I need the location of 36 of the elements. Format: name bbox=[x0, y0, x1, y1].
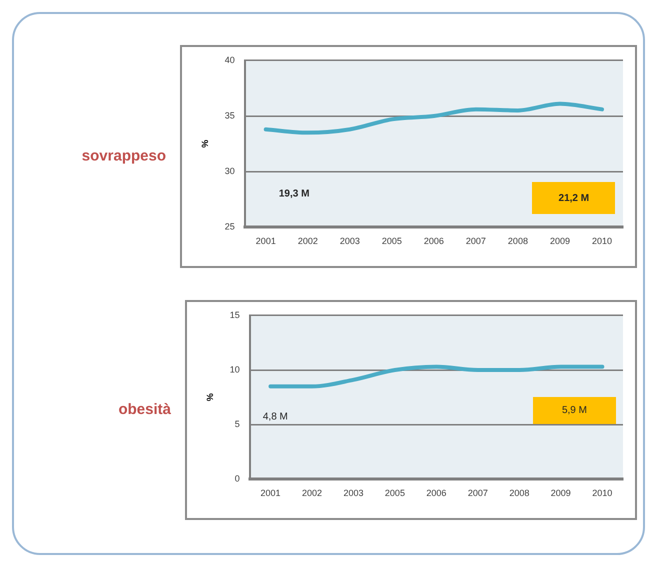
y-tick-label: 30 bbox=[224, 166, 235, 176]
y-tick-label: 25 bbox=[224, 222, 235, 232]
x-tick-label: 2005 bbox=[384, 488, 405, 498]
line-series bbox=[264, 102, 604, 135]
y-tick-label: 5 bbox=[234, 419, 240, 430]
x-tick-label: 2008 bbox=[508, 236, 528, 246]
line-series bbox=[268, 364, 604, 388]
x-tick-label: 2003 bbox=[340, 236, 360, 246]
y-axis-title: % bbox=[200, 140, 210, 148]
y-tick-label: 35 bbox=[224, 110, 235, 120]
annotation: 21,2 M bbox=[558, 192, 590, 204]
x-tick-label: 2003 bbox=[343, 488, 364, 498]
x-tick-label: 2001 bbox=[256, 236, 276, 246]
annotation: 4,8 M bbox=[262, 411, 288, 422]
annotation: 19,3 M bbox=[278, 188, 310, 200]
x-tick-label: 2001 bbox=[260, 488, 281, 498]
x-tick-label: 2009 bbox=[550, 488, 571, 498]
y-tick-label: 40 bbox=[224, 54, 235, 65]
y-tick-label: 10 bbox=[230, 364, 240, 374]
x-tick-label: 2002 bbox=[302, 488, 322, 498]
x-tick-label: 2010 bbox=[592, 488, 612, 498]
text: sovrappeso bbox=[82, 148, 166, 165]
x-tick-label: 2010 bbox=[592, 236, 612, 246]
annotation: 5,9 M bbox=[562, 404, 587, 416]
y-axis-title: % bbox=[204, 393, 215, 402]
text: obesità bbox=[118, 401, 172, 418]
y-tick-label: 15 bbox=[230, 310, 240, 320]
x-tick-label: 2006 bbox=[426, 488, 446, 498]
y-tick-label: 0 bbox=[234, 474, 240, 484]
x-tick-label: 2002 bbox=[298, 236, 318, 246]
x-tick-label: 2007 bbox=[466, 236, 486, 246]
x-tick-label: 2009 bbox=[550, 236, 570, 246]
x-tick-label: 2007 bbox=[468, 488, 488, 498]
x-tick-label: 2005 bbox=[382, 236, 402, 246]
x-tick-label: 2006 bbox=[424, 236, 444, 246]
x-tick-label: 2008 bbox=[509, 488, 530, 498]
